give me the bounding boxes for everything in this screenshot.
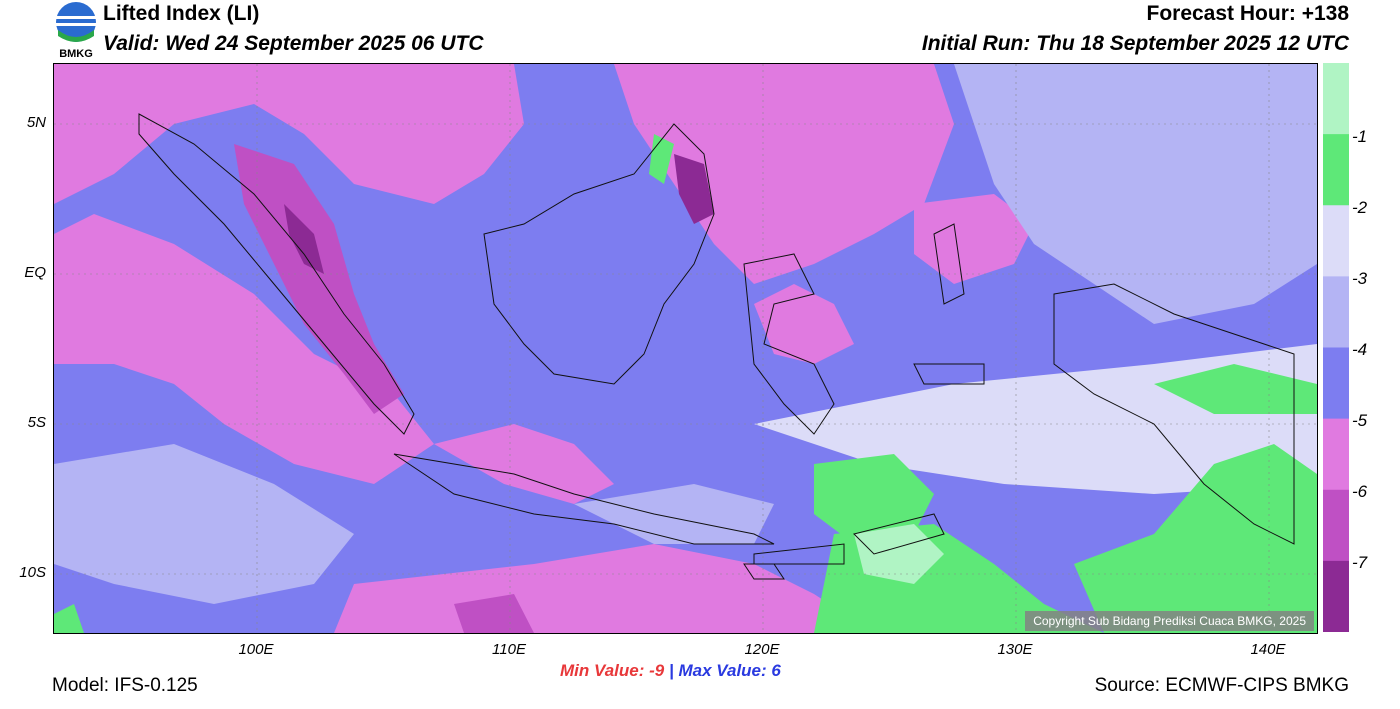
y-tick-5s: 5S	[27, 414, 46, 431]
x-tick-130e: 130E	[997, 641, 1033, 658]
legend-label-m7: -7	[1352, 553, 1368, 572]
min-label: Min Value:	[560, 661, 645, 680]
lifted-index-map	[53, 63, 1318, 634]
map-title: Lifted Index (LI)	[103, 2, 260, 25]
source-name: Source: ECMWF-CIPS BMKG	[1094, 675, 1349, 696]
legend-band	[1323, 560, 1349, 633]
min-value: -9	[649, 661, 665, 680]
legend-band	[1323, 418, 1349, 491]
y-tick-10s: 10S	[19, 564, 46, 581]
model-name: Model: IFS-0.125	[52, 675, 198, 696]
y-tick-5n: 5N	[26, 114, 46, 131]
legend-band	[1323, 276, 1349, 348]
valid-time: Valid: Wed 24 September 2025 06 UTC	[103, 32, 484, 55]
separator: |	[668, 661, 674, 680]
legend-band	[1323, 134, 1349, 206]
legend-band	[1323, 489, 1349, 562]
max-value: 6	[771, 661, 781, 680]
min-max-values: Min Value: -9 | Max Value: 6	[560, 661, 781, 681]
legend-colorbar	[1323, 63, 1349, 633]
copyright-notice: Copyright Sub Bidang Prediksi Cuaca BMKG…	[1025, 611, 1314, 631]
logo-text: BMKG	[59, 48, 93, 60]
legend-band	[1323, 63, 1349, 135]
legend-label-m4: -4	[1352, 340, 1368, 359]
initial-run: Initial Run: Thu 18 September 2025 12 UT…	[921, 32, 1349, 55]
max-label: Max Value:	[678, 661, 767, 680]
bmkg-logo: BMKG	[52, 0, 100, 62]
x-tick-110e: 110E	[492, 641, 526, 658]
legend-label-m6: -6	[1352, 482, 1368, 501]
y-tick-eq: EQ	[24, 264, 46, 281]
legend-label-m2: -2	[1352, 198, 1368, 217]
forecast-hour: Forecast Hour: +138	[1146, 2, 1350, 25]
legend-band	[1323, 205, 1349, 277]
x-tick-120e: 120E	[744, 641, 780, 658]
legend-label-m5: -5	[1352, 411, 1368, 430]
x-tick-140e: 140E	[1250, 641, 1286, 658]
legend-label-m1: -1	[1352, 127, 1368, 146]
legend-label-m3: -3	[1352, 269, 1368, 288]
x-tick-100e: 100E	[238, 641, 274, 658]
legend-band	[1323, 347, 1349, 420]
